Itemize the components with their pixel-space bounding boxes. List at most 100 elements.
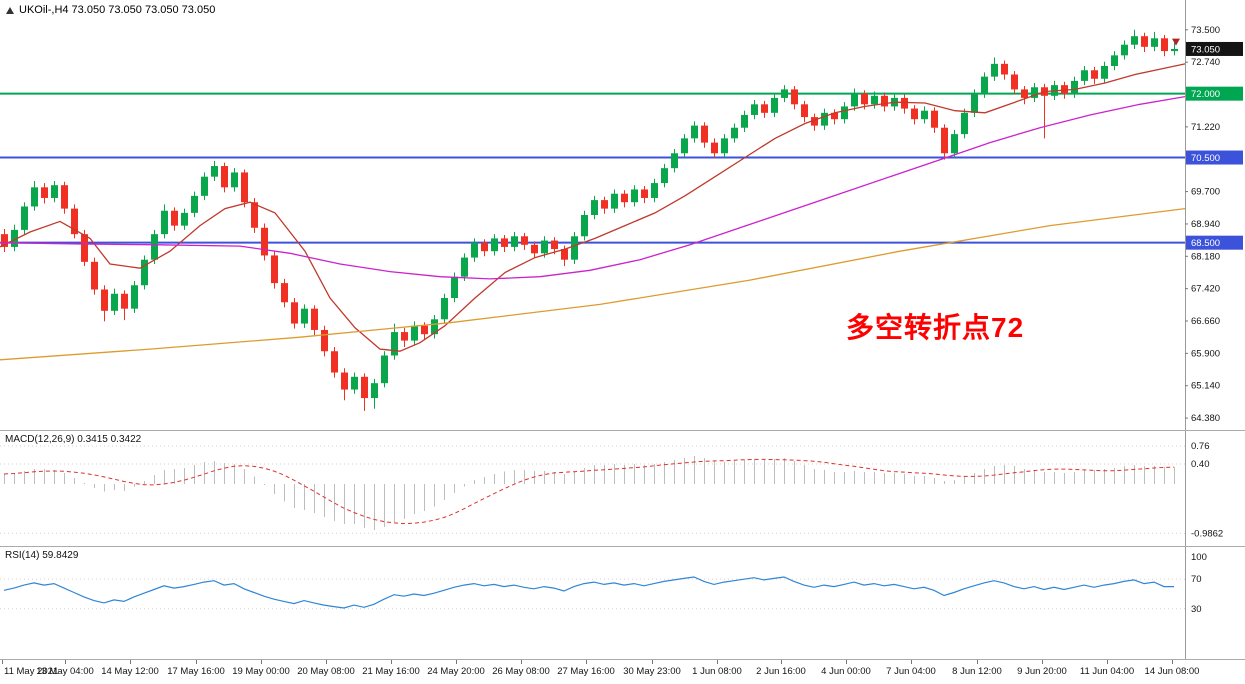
candle-body xyxy=(51,185,58,198)
candle-body xyxy=(1081,70,1088,81)
candle-body xyxy=(441,298,448,320)
candle-body xyxy=(821,112,828,126)
candle-body xyxy=(1031,87,1038,98)
candle-body xyxy=(581,215,588,237)
price-badge-label: 70.500 xyxy=(1191,153,1220,164)
candle-body xyxy=(1111,55,1118,66)
candle-body xyxy=(981,76,988,94)
candle-body xyxy=(621,193,628,203)
candle-body xyxy=(651,183,658,198)
time-axis-label: 30 May 23:00 xyxy=(623,666,681,677)
candle-body xyxy=(91,261,98,290)
candle-body xyxy=(381,355,388,384)
candle-body xyxy=(741,114,748,128)
candle-body xyxy=(111,293,118,311)
candle-body xyxy=(1151,38,1158,47)
candle-body xyxy=(511,236,518,247)
candle-body xyxy=(251,202,258,228)
candle-body xyxy=(1141,36,1148,47)
macd-axis-label: -0.9862 xyxy=(1191,528,1223,539)
candle-body xyxy=(391,332,398,356)
candle-body xyxy=(21,206,28,230)
price-axis-label: 67.420 xyxy=(1191,284,1220,295)
macd-axis-label: 0.40 xyxy=(1191,459,1210,470)
candle-body xyxy=(321,329,328,352)
price-axis-label: 65.140 xyxy=(1191,381,1220,392)
macd-signal-line xyxy=(3,458,1175,525)
price-axis-label: 64.380 xyxy=(1191,413,1220,424)
macd-axis-label: 0.76 xyxy=(1191,441,1210,452)
time-axis-label: 26 May 08:00 xyxy=(492,666,550,677)
candle-body xyxy=(1011,74,1018,90)
price-axis-label: 66.660 xyxy=(1191,316,1220,327)
price-axis-label: 68.180 xyxy=(1191,251,1220,262)
candle-body xyxy=(901,97,908,109)
price-badge-label: 72.000 xyxy=(1191,89,1220,100)
chart-marker-icon xyxy=(6,6,14,14)
candle-body xyxy=(71,208,78,235)
candle-body xyxy=(131,285,138,309)
rsi-axis-label: 70 xyxy=(1191,574,1202,585)
candle-body xyxy=(751,104,758,115)
time-axis-label: 11 Jun 04:00 xyxy=(1080,666,1134,677)
symbol-info: UKOil-,H4 73.050 73.050 73.050 73.050 xyxy=(6,4,215,16)
rsi-axis-label: 100 xyxy=(1191,552,1207,563)
candle-body xyxy=(401,332,408,341)
candle-body xyxy=(61,185,68,209)
candle-body xyxy=(991,63,998,77)
candlestick-series xyxy=(1,29,1178,411)
candle-body xyxy=(261,227,268,256)
candle-body xyxy=(331,351,338,373)
candle-body xyxy=(41,187,48,198)
candle-body xyxy=(631,189,638,203)
candle-body xyxy=(941,127,948,154)
candle-body xyxy=(311,308,318,330)
price-badge xyxy=(1186,235,1243,250)
price-badge-label: 68.500 xyxy=(1191,238,1220,249)
candle-body xyxy=(951,134,958,154)
candle-body xyxy=(1001,63,1008,75)
candle-body xyxy=(791,89,798,105)
candle-body xyxy=(491,238,498,252)
symbol-ohlc-text: UKOil-,H4 73.050 73.050 73.050 73.050 xyxy=(19,4,216,16)
candle-body xyxy=(181,212,188,226)
candle-body xyxy=(1131,36,1138,45)
latest-price-arrow-icon xyxy=(1172,38,1180,46)
candle-body xyxy=(851,93,858,107)
price-axis-label: 72.740 xyxy=(1191,57,1220,68)
candle-body xyxy=(141,259,148,286)
time-axis-label: 4 Jun 00:00 xyxy=(821,666,871,677)
price-badge xyxy=(1186,86,1243,101)
price-badge xyxy=(1186,41,1243,56)
time-axis-label: 13 May 04:00 xyxy=(36,666,94,677)
candle-body xyxy=(371,383,378,399)
candle-body xyxy=(431,319,438,335)
candle-body xyxy=(1071,80,1078,94)
macd-histogram xyxy=(4,456,1175,530)
price-axis-label: 68.940 xyxy=(1191,219,1220,230)
time-axis-label: 20 May 08:00 xyxy=(297,666,355,677)
candle-body xyxy=(221,166,228,188)
time-axis-label: 7 Jun 04:00 xyxy=(886,666,936,677)
candle-body xyxy=(731,127,738,139)
candle-body xyxy=(1161,38,1168,52)
price-badge-label: 73.050 xyxy=(1191,44,1220,55)
candle-body xyxy=(481,242,488,252)
candle-body xyxy=(501,238,508,247)
macd-indicator-label: MACD(12,26,9) 0.3415 0.3422 xyxy=(5,434,142,445)
candle-body xyxy=(641,189,648,198)
candle-body xyxy=(561,249,568,260)
time-axis-label: 8 Jun 12:00 xyxy=(952,666,1002,677)
candle-body xyxy=(411,325,418,341)
candle-body xyxy=(271,255,278,284)
ma-fast-red-line xyxy=(0,63,1186,352)
candle-body xyxy=(781,89,788,98)
candle-body xyxy=(301,308,308,324)
candle-body xyxy=(611,193,618,209)
candle-body xyxy=(521,236,528,245)
candle-body xyxy=(801,104,808,118)
candle-body xyxy=(341,372,348,390)
candle-body xyxy=(1061,85,1068,94)
